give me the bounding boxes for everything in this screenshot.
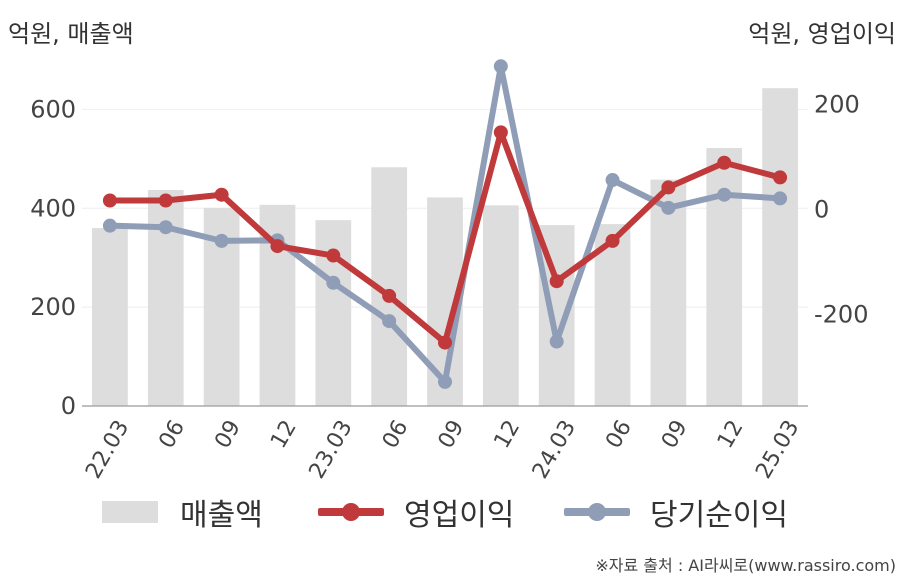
operating-profit-point [773, 170, 788, 185]
left-axis-unit: 억원, 매출액 [8, 20, 134, 48]
legend-label-revenue: 매출액 [180, 498, 263, 533]
net-income-point [326, 275, 341, 290]
operating-profit-point [158, 193, 173, 208]
operating-profit-point [549, 274, 564, 289]
operating-profit-point [214, 187, 229, 202]
net-income-point [382, 314, 397, 329]
net-income-point [549, 334, 564, 349]
net-income-point [158, 220, 173, 235]
net-income-point [773, 191, 788, 206]
net-income-point [438, 374, 452, 389]
operating-profit-point [102, 193, 117, 208]
x-tick-label: 09 [657, 416, 693, 453]
right-tick-label: 0 [814, 195, 829, 223]
x-tick-label: 12 [490, 416, 526, 453]
x-tick-label: 25.03 [751, 416, 804, 483]
revenue-bar [315, 220, 352, 406]
net-income-point [102, 218, 117, 233]
operating-profit-point [438, 335, 452, 350]
left-tick-label: 600 [30, 95, 76, 123]
x-tick-label: 06 [378, 416, 414, 453]
revenue-bar [92, 228, 128, 406]
x-tick-label: 24.03 [528, 416, 581, 483]
operating-profit-point [661, 180, 676, 195]
revenue-bar [482, 205, 519, 406]
operating-profit-point [270, 239, 285, 254]
x-tick-label: 12 [713, 416, 749, 453]
legend-swatch-operating-profit [318, 503, 384, 521]
net-income-point [214, 233, 229, 248]
operating-profit-point [493, 125, 508, 140]
right-axis-unit: 억원, 영업이익 [748, 20, 896, 48]
legend-label-operating-profit: 영업이익 [404, 498, 515, 533]
legend-item-net-income: 당기순이익 [564, 490, 788, 534]
revenue-bar [594, 224, 631, 406]
legend-item-revenue: 매출액 [102, 490, 263, 534]
revenue-bar [650, 179, 687, 406]
left-tick-label: 0 [61, 392, 76, 420]
x-tick-label: 06 [154, 416, 190, 453]
net-income-point [717, 187, 732, 202]
source-note: ※자료 출처 : AI라씨로(www.rassiro.com) [595, 556, 896, 575]
net-income-point [661, 200, 676, 215]
x-tick-label: 09 [434, 416, 470, 453]
legend-swatch-net-income [564, 503, 630, 521]
legend-label-net-income: 당기순이익 [650, 498, 788, 533]
x-tick-label: 23.03 [305, 416, 358, 483]
revenue-bar [762, 88, 798, 406]
operating-profit-point [382, 288, 397, 303]
revenue-bar [706, 147, 743, 407]
right-tick-label: 200 [814, 91, 860, 119]
operating-profit-point [605, 233, 620, 248]
x-tick-label: 12 [266, 416, 302, 453]
legend-swatch-revenue [102, 501, 158, 523]
legend-item-operating-profit: 영업이익 [318, 490, 514, 534]
operating-profit-point [326, 248, 341, 263]
left-tick-label: 400 [30, 194, 76, 222]
right-tick-label: -200 [814, 300, 868, 328]
x-tick-label: 22.03 [81, 416, 134, 483]
x-tick-label: 09 [210, 416, 246, 453]
left-tick-label: 200 [30, 293, 76, 321]
operating-profit-point [717, 155, 732, 170]
x-tick-label: 06 [601, 416, 637, 453]
net-income-point [605, 173, 620, 188]
net-income-point [493, 59, 508, 74]
